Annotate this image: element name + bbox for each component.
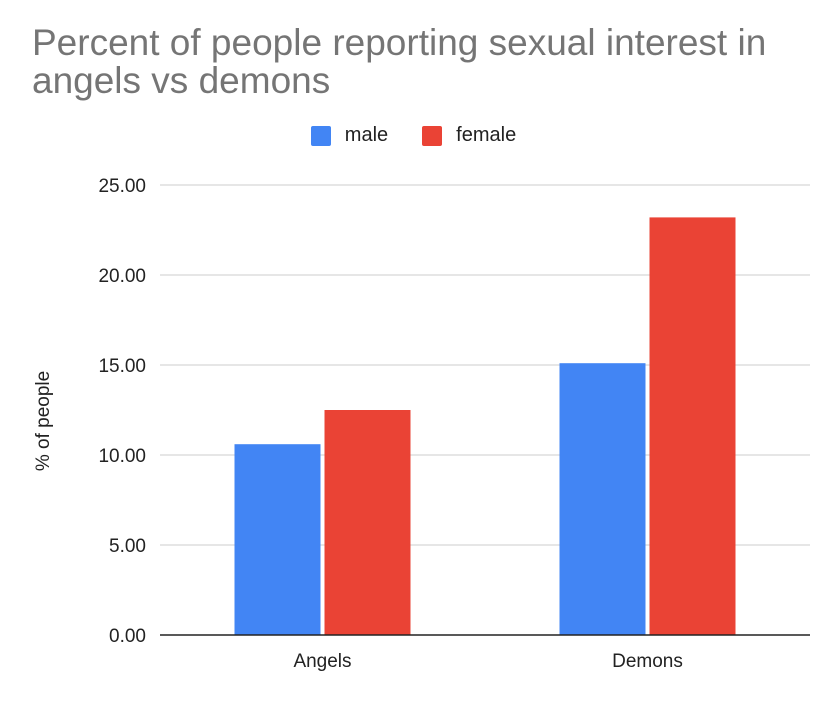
y-tick-labels: 0.00 5.00 10.00 15.00 20.00 25.00 bbox=[98, 176, 146, 647]
legend: male female bbox=[0, 124, 827, 147]
y-tick-label: 20.00 bbox=[98, 266, 146, 287]
y-tick-label: 25.00 bbox=[98, 176, 146, 197]
y-tick-label: 0.00 bbox=[109, 626, 146, 647]
bars bbox=[234, 217, 736, 635]
bar-female-angels bbox=[324, 410, 411, 635]
bar-female-demons bbox=[649, 217, 736, 635]
x-tick-labels: Angels Demons bbox=[293, 651, 682, 672]
legend-swatch-male bbox=[310, 125, 331, 146]
y-axis-title: % of people bbox=[33, 371, 54, 471]
y-tick-label: 15.00 bbox=[98, 356, 146, 377]
legend-label-female: female bbox=[456, 124, 517, 146]
bar-male-demons bbox=[559, 363, 646, 635]
legend-item-male: male bbox=[310, 124, 389, 147]
legend-item-female: female bbox=[422, 124, 516, 147]
x-tick-label: Demons bbox=[612, 651, 683, 672]
legend-label-male: male bbox=[344, 124, 389, 146]
chart-title: Percent of people reporting sexual inter… bbox=[32, 22, 767, 101]
y-tick-label: 5.00 bbox=[109, 536, 146, 557]
y-tick-label: 10.00 bbox=[98, 446, 146, 467]
x-tick-label: Angels bbox=[293, 651, 351, 672]
bar-male-angels bbox=[234, 444, 321, 635]
legend-swatch-female bbox=[422, 125, 443, 146]
